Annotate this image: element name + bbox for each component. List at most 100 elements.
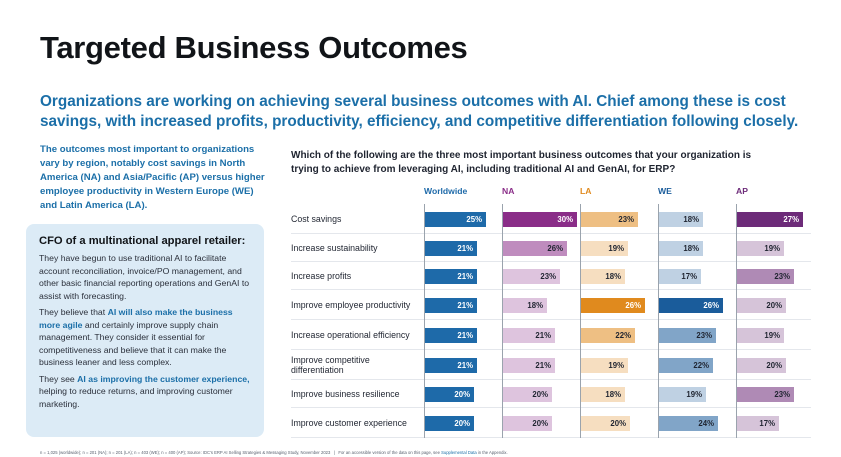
cell-na: 26%: [502, 234, 579, 262]
bar-ap: 20%: [737, 298, 786, 313]
bar-ap: 17%: [737, 416, 779, 431]
cfo-p2-pre: They believe that: [39, 307, 108, 317]
row-divider: [291, 233, 811, 234]
cell-la: 19%: [580, 350, 657, 380]
bar-worldwide: 20%: [425, 416, 474, 431]
bar-na: 18%: [503, 298, 547, 313]
row-divider: [291, 319, 811, 320]
bar-we: 18%: [659, 212, 703, 227]
footnote-end: in the Appendix.: [477, 450, 508, 455]
bar-na: 21%: [503, 328, 555, 343]
row-divider: [291, 289, 811, 290]
row-label: Improve competitive differentiation: [291, 354, 370, 376]
bar-we: 18%: [659, 241, 703, 256]
cell-we: 24%: [658, 408, 735, 438]
table-row: Increase sustainability 21% 26% 19% 18% 19%: [291, 234, 811, 262]
footnote-separator: |: [333, 450, 335, 455]
cfo-p3-pre: They see: [39, 373, 78, 384]
cell-ap: 20%: [736, 350, 813, 380]
column-header-na: NA: [502, 186, 515, 196]
bar-na: 23%: [503, 269, 560, 284]
cell-na: 21%: [502, 350, 579, 380]
cell-na: 20%: [502, 380, 579, 408]
bar-la: 18%: [581, 269, 625, 284]
cell-na: 20%: [502, 408, 579, 438]
bar-we: 23%: [659, 328, 716, 343]
cfo-quote-box: CFO of a multinational apparel retailer:…: [26, 224, 264, 437]
row-label: Improve employee productivity: [291, 299, 411, 310]
cell-ap: 23%: [736, 380, 813, 408]
cell-la: 26%: [580, 290, 657, 320]
row-label: Increase operational efficiency: [291, 329, 410, 340]
bar-ap: 27%: [737, 212, 803, 227]
cell-na: 21%: [502, 320, 579, 350]
cell-ap: 17%: [736, 408, 813, 438]
page-subtitle: Organizations are working on achieving s…: [40, 93, 799, 130]
cell-na: 30%: [502, 204, 579, 234]
cell-na: 18%: [502, 290, 579, 320]
column-header-worldwide: Worldwide: [424, 186, 468, 196]
row-label: Improve customer experience: [291, 417, 407, 428]
bar-ap: 20%: [737, 358, 786, 373]
bar-la: 19%: [581, 241, 628, 256]
row-label: Increase sustainability: [291, 242, 378, 253]
cell-la: 18%: [580, 380, 657, 408]
cell-worldwide: 20%: [424, 408, 501, 438]
cell-la: 23%: [580, 204, 657, 234]
cell-na: 23%: [502, 262, 579, 290]
cfo-p3-post: helping to reduce returns, and improving…: [39, 386, 233, 409]
cell-we: 22%: [658, 350, 735, 380]
bar-na: 26%: [503, 241, 567, 256]
cell-we: 23%: [658, 320, 735, 350]
intro-text: The outcomes most important to organizat…: [40, 144, 265, 211]
cell-ap: 19%: [736, 320, 813, 350]
cell-la: 18%: [580, 262, 657, 290]
cfo-paragraph-3: They see AI as improving the customer ex…: [39, 373, 252, 411]
cell-worldwide: 21%: [424, 290, 501, 320]
bar-la: 26%: [581, 298, 645, 313]
bar-worldwide: 21%: [425, 241, 477, 256]
cfo-paragraph-2: They believe that AI will also make the …: [39, 306, 252, 369]
cell-ap: 19%: [736, 234, 813, 262]
row-divider: [291, 379, 811, 380]
column-header-la: LA: [580, 186, 592, 196]
bar-ap: 19%: [737, 241, 784, 256]
cfo-paragraph-1: They have begun to use traditional AI to…: [39, 253, 250, 301]
bar-la: 20%: [581, 416, 630, 431]
cell-we: 18%: [658, 204, 735, 234]
table-row: Improve employee productivity 21% 18% 26% 26…: [291, 290, 811, 320]
bar-la: 18%: [581, 387, 625, 402]
cfo-p2-highlight: AI will also make the business more agil…: [39, 307, 233, 330]
bar-la: 23%: [581, 212, 638, 227]
cfo-p2-post: and certainly improve supply chain manag…: [39, 319, 227, 368]
footnote: n = 1,025 (worldwide); n = 201 (NA); n =…: [40, 450, 508, 455]
row-divider: [291, 349, 811, 350]
bar-ap: 23%: [737, 269, 794, 284]
table-row: Improve business resilience 20% 20% 18% 19% 2…: [291, 380, 811, 408]
bar-we: 24%: [659, 416, 718, 431]
page-title: Targeted Business Outcomes: [40, 30, 468, 65]
cell-ap: 27%: [736, 204, 813, 234]
supplemental-data-link[interactable]: Supplemental Data: [441, 450, 477, 455]
table-row: Improve competitive differentiation 21% 21…: [291, 350, 811, 380]
row-label: Improve business resilience: [291, 388, 400, 399]
cell-ap: 23%: [736, 262, 813, 290]
bar-worldwide: 21%: [425, 269, 477, 284]
footnote-access: For an accessible version of the data on…: [338, 450, 440, 455]
cell-worldwide: 25%: [424, 204, 501, 234]
cell-worldwide: 21%: [424, 234, 501, 262]
footnote-source: n = 1,025 (worldwide); n = 201 (NA); n =…: [40, 450, 331, 455]
cell-we: 18%: [658, 234, 735, 262]
cfo-p3-highlight: AI as improving the customer experience,: [77, 373, 250, 384]
survey-question: Which of the following are the three mos…: [291, 150, 752, 175]
bar-worldwide: 20%: [425, 387, 474, 402]
column-header-we: WE: [658, 186, 672, 196]
cfo-box-title: CFO of a multinational apparel retailer:: [39, 235, 246, 247]
row-divider: [291, 407, 811, 408]
bar-worldwide: 25%: [425, 212, 486, 227]
cell-worldwide: 21%: [424, 350, 501, 380]
cell-ap: 20%: [736, 290, 813, 320]
bar-na: 30%: [503, 212, 577, 227]
bar-la: 22%: [581, 328, 635, 343]
table-row: Improve customer experience 20% 20% 20% 24% 1…: [291, 408, 811, 438]
